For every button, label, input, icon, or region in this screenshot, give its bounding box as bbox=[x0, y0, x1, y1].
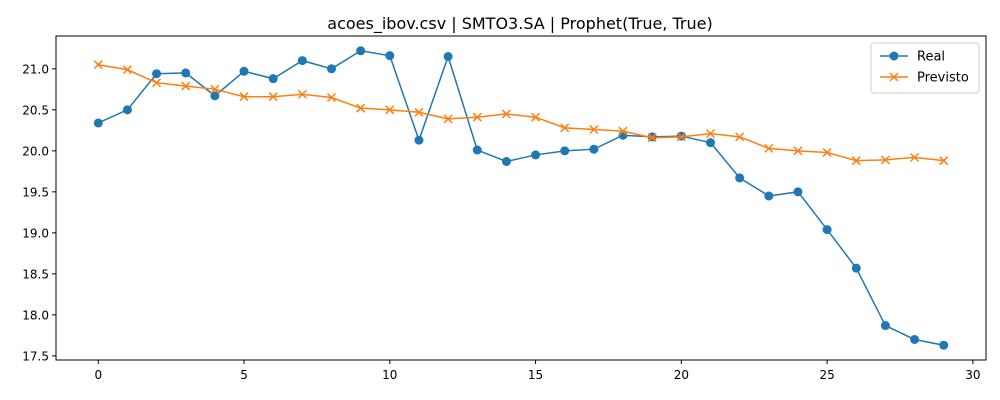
data-point-real bbox=[181, 68, 191, 78]
data-point-previsto bbox=[122, 65, 132, 75]
data-point-previsto bbox=[531, 112, 541, 122]
data-point-previsto bbox=[647, 133, 657, 143]
data-point-previsto bbox=[939, 156, 949, 166]
data-point-real bbox=[735, 173, 745, 183]
series-line-real bbox=[97, 49, 944, 346]
data-point-real bbox=[93, 118, 103, 128]
y-tick-label: 20.5 bbox=[22, 103, 49, 117]
data-point-previsto bbox=[297, 89, 307, 99]
data-point-previsto bbox=[239, 92, 249, 102]
data-point-real bbox=[472, 145, 482, 155]
data-point-real bbox=[764, 191, 774, 201]
data-point-previsto bbox=[152, 78, 162, 88]
data-point-real bbox=[939, 340, 949, 350]
data-point-real bbox=[210, 91, 220, 101]
data-point-real bbox=[851, 263, 861, 273]
x-axis: 0 5 10 15 20 25 30 bbox=[94, 360, 981, 382]
data-point-previsto bbox=[560, 123, 570, 133]
legend-label-real: Real bbox=[917, 50, 945, 65]
legend-marker-real bbox=[889, 51, 899, 61]
data-point-real bbox=[297, 56, 307, 66]
data-point-previsto bbox=[414, 107, 424, 117]
data-point-real bbox=[822, 225, 832, 235]
plot-frame bbox=[55, 35, 987, 361]
data-point-previsto bbox=[705, 129, 716, 139]
data-point-previsto bbox=[735, 132, 745, 142]
data-point-real bbox=[414, 135, 424, 145]
data-point-real bbox=[560, 146, 570, 156]
data-point-previsto bbox=[472, 112, 482, 122]
legend-marker-previsto bbox=[889, 72, 899, 82]
data-point-real bbox=[443, 52, 453, 62]
data-point-real bbox=[531, 150, 541, 160]
data-point-previsto bbox=[181, 81, 191, 91]
data-point-previsto bbox=[210, 84, 220, 94]
x-tick-label: 25 bbox=[819, 368, 834, 382]
data-point-previsto bbox=[851, 156, 861, 166]
y-tick-label: 19.0 bbox=[22, 226, 49, 240]
y-tick-label: 20.0 bbox=[22, 144, 49, 158]
data-point-real bbox=[910, 334, 920, 344]
data-point-previsto bbox=[356, 103, 366, 113]
data-point-previsto bbox=[443, 114, 453, 124]
data-point-real bbox=[268, 74, 278, 84]
x-tick-label: 20 bbox=[674, 368, 689, 382]
y-tick-label: 17.5 bbox=[22, 349, 49, 363]
data-point-previsto bbox=[618, 126, 628, 136]
data-point-real bbox=[705, 138, 715, 148]
data-point-real bbox=[589, 144, 599, 154]
x-tick-label: 5 bbox=[240, 368, 248, 382]
data-point-previsto bbox=[326, 92, 337, 103]
data-point-previsto bbox=[910, 152, 920, 162]
y-tick-label: 18.5 bbox=[22, 267, 49, 281]
plot-area bbox=[93, 46, 949, 350]
y-tick-label: 21.0 bbox=[22, 62, 49, 76]
data-point-real bbox=[122, 105, 132, 115]
data-point-real bbox=[385, 51, 395, 61]
series-line-previsto bbox=[98, 63, 944, 162]
legend-label-previsto: Previsto bbox=[917, 71, 969, 86]
data-point-previsto bbox=[764, 143, 774, 153]
data-point-previsto bbox=[589, 124, 599, 135]
data-point-previsto bbox=[93, 60, 103, 70]
data-point-previsto bbox=[268, 92, 278, 102]
x-tick-label: 30 bbox=[965, 368, 980, 382]
data-point-real bbox=[501, 156, 511, 166]
data-point-previsto bbox=[501, 109, 511, 119]
data-point-real bbox=[239, 66, 249, 76]
data-point-real bbox=[793, 187, 803, 197]
legend: Real Previsto bbox=[870, 42, 980, 94]
y-tick-label: 19.5 bbox=[22, 185, 49, 199]
data-point-previsto bbox=[880, 155, 890, 165]
data-point-real bbox=[880, 321, 890, 331]
chart-title: acoes_ibov.csv | SMTO3.SA | Prophet(True… bbox=[327, 14, 712, 34]
data-point-real bbox=[327, 64, 337, 74]
y-tick-label: 18.0 bbox=[22, 308, 49, 322]
x-tick-label: 10 bbox=[382, 368, 397, 382]
data-point-previsto bbox=[822, 147, 832, 158]
x-tick-label: 15 bbox=[528, 368, 543, 382]
y-axis: 17.5 18.0 18.5 19.0 19.5 20.0 20.5 21.0 bbox=[22, 62, 56, 363]
data-point-real bbox=[356, 46, 366, 56]
data-point-previsto bbox=[793, 146, 803, 156]
data-point-real bbox=[152, 69, 162, 79]
data-point-previsto bbox=[385, 105, 395, 115]
data-point-previsto bbox=[676, 132, 686, 142]
x-tick-label: 0 bbox=[94, 368, 102, 382]
